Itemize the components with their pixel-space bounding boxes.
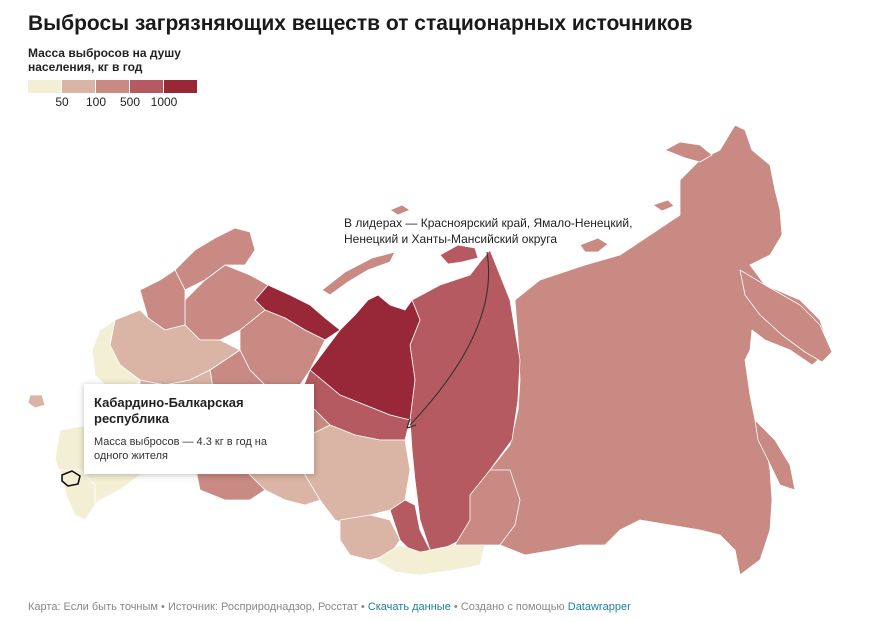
- footer-created-label: Создано с помощью: [460, 601, 565, 613]
- region-chukotka[interactable]: [664, 141, 713, 163]
- legend-color-scale: [28, 80, 198, 93]
- legend-swatch-1: [62, 80, 95, 93]
- legend-swatch-4: [164, 80, 197, 93]
- region-kaliningrad[interactable]: [27, 394, 46, 409]
- footer-source-label: Источник: Росприроднадзор, Росстат: [167, 601, 358, 613]
- region-far-east[interactable]: [469, 124, 831, 576]
- legend-title: Масса выбросов на душу населения, кг в г…: [28, 46, 181, 74]
- footer-separator: •: [360, 601, 365, 613]
- region-novaya-zemlya[interactable]: [321, 251, 396, 296]
- tooltip-body: Масса выбросов — 4.3 кг в год на одного …: [94, 436, 268, 462]
- map-annotation: В лидерах — Красноярский край, Ямало-Нен…: [344, 216, 633, 246]
- legend-tick-1000: 1000: [150, 95, 178, 109]
- region-fjl[interactable]: [389, 204, 411, 216]
- region-severnaya-zemlya[interactable]: [439, 244, 479, 265]
- legend-swatch-2: [96, 80, 129, 93]
- download-data-link[interactable]: Скачать данные: [367, 601, 451, 613]
- region-sakhalin[interactable]: [754, 419, 796, 491]
- russia-region-map: [27, 124, 833, 576]
- region-irkutsk[interactable]: [454, 469, 521, 546]
- footer-map-label: Карта: Если быть точным: [28, 601, 158, 613]
- footer: Карта: Если быть точным • Источник: Росп…: [28, 600, 868, 614]
- legend-tick-500: 500: [119, 95, 141, 109]
- region-tooltip: Кабардино-Балкарская республика Масса вы…: [84, 384, 314, 474]
- annotation-arrow: [410, 251, 490, 425]
- region-khakassia[interactable]: [389, 499, 431, 556]
- datawrapper-link[interactable]: Datawrapper: [567, 601, 631, 613]
- region-kabardino-balkaria[interactable]: [61, 470, 81, 487]
- legend-ticks: 50 100 500 1000: [28, 95, 228, 109]
- legend-tick-50: 50: [55, 95, 69, 109]
- region-kamchatka[interactable]: [739, 269, 833, 363]
- region-nsi[interactable]: [579, 237, 609, 253]
- region-wrangel[interactable]: [652, 199, 675, 212]
- legend-swatch-0: [28, 80, 61, 93]
- region-murmansk[interactable]: [174, 227, 256, 291]
- footer-separator: •: [453, 601, 458, 613]
- tooltip-title: Кабардино-Балкарская республика: [94, 395, 244, 426]
- legend-swatch-3: [130, 80, 163, 93]
- footer-separator: •: [161, 601, 165, 613]
- chart-title: Выбросы загрязняющих веществ от стациона…: [28, 12, 693, 35]
- legend-tick-100: 100: [85, 95, 107, 109]
